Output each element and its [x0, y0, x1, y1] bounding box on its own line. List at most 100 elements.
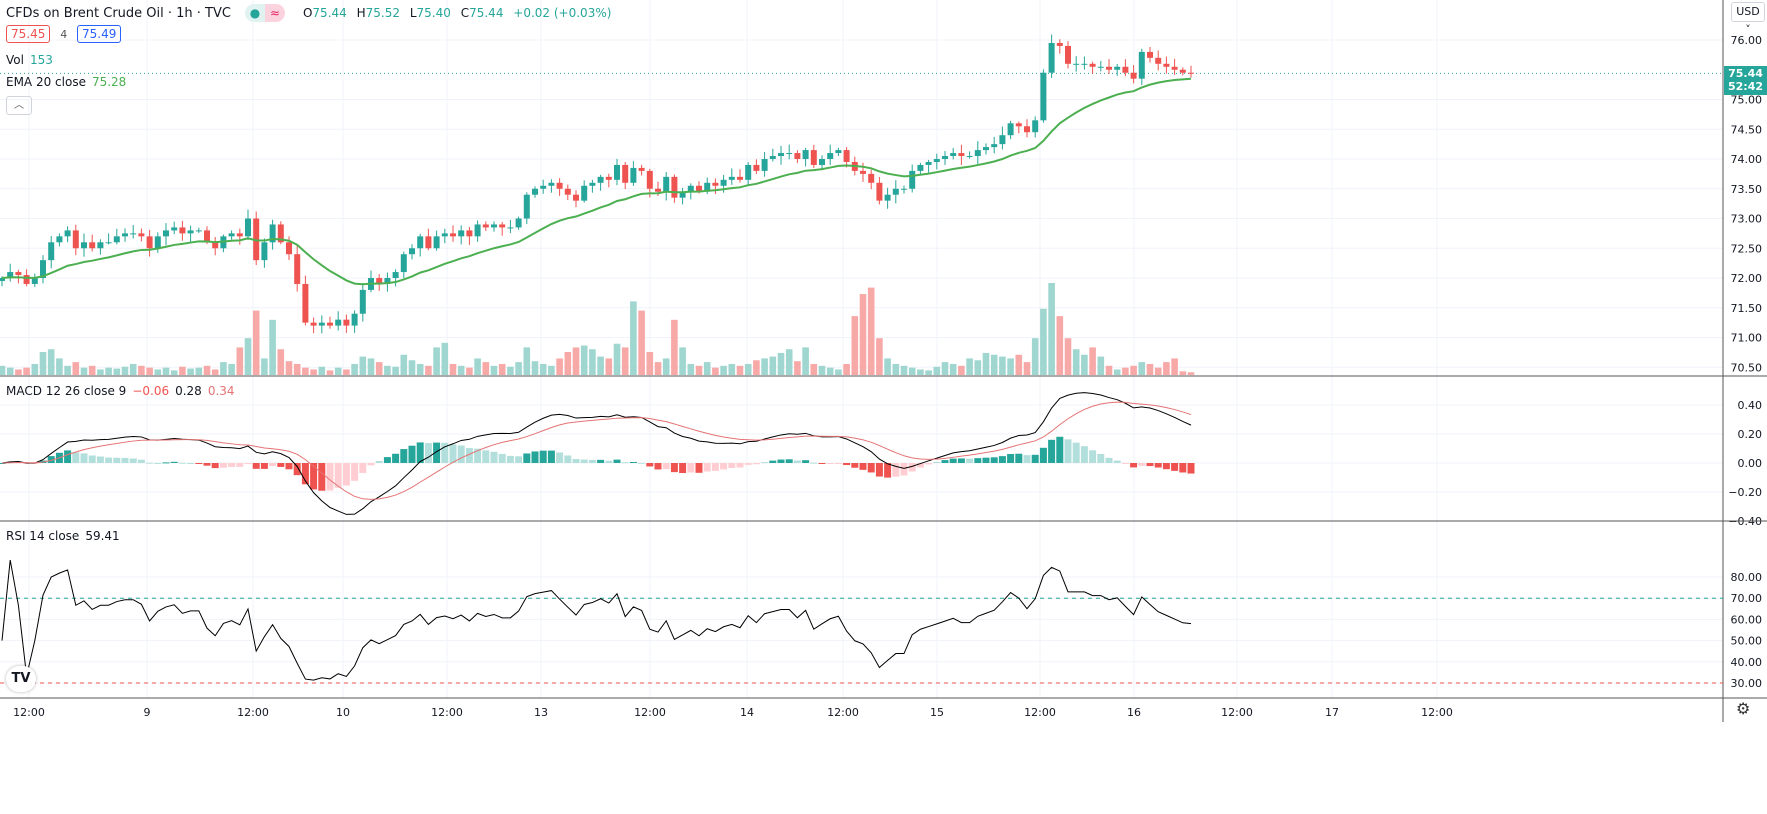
volume-bar — [597, 356, 604, 375]
volume-bar — [589, 349, 596, 375]
time-axis-label: 12:00 — [1221, 706, 1253, 719]
candle-body — [187, 230, 194, 234]
price-axis-label: 75.00 — [1731, 94, 1763, 107]
tradingview-logo-icon[interactable]: TV — [6, 666, 36, 692]
macd-histogram-bar — [875, 463, 883, 477]
market-open-dot-icon[interactable]: ● — [244, 4, 265, 22]
candle-body — [638, 167, 645, 171]
volume-bar — [392, 366, 399, 375]
ema-legend[interactable]: EMA 20 close 75.28 — [6, 75, 127, 89]
candle-body — [482, 224, 489, 228]
candle-body — [835, 150, 842, 154]
macd-histogram-bar — [433, 442, 441, 463]
macd-histogram-bar — [695, 463, 703, 473]
candle-body — [7, 272, 14, 278]
volume-bar — [1154, 367, 1162, 375]
collapse-legend-button[interactable]: ︿ — [6, 96, 32, 115]
candle-body — [655, 188, 661, 192]
volume-bar — [105, 367, 112, 375]
price-axis-label: 73.00 — [1731, 213, 1763, 226]
volume-bar — [925, 370, 932, 375]
macd-histogram-bar — [72, 452, 80, 463]
rsi-line — [1, 559, 1192, 681]
volume-bar — [966, 358, 973, 375]
macd-histogram-bar — [588, 459, 596, 463]
volume-bar — [1113, 369, 1121, 375]
macd-histogram-bar — [720, 463, 728, 470]
candle-body — [548, 182, 555, 186]
candle-body — [917, 164, 924, 171]
volume-bar — [736, 365, 744, 375]
price-axis-label: 72.50 — [1731, 242, 1763, 255]
time-axis-label: 13 — [534, 706, 548, 719]
macd-histogram-bar — [908, 463, 916, 472]
volume-bar — [794, 361, 801, 375]
macd-histogram-bar — [941, 460, 949, 463]
sell-price-button[interactable]: 75.45 — [6, 25, 51, 43]
macd-histogram-bar — [1105, 457, 1113, 463]
candle-body — [1048, 42, 1055, 73]
candle-body — [646, 170, 653, 189]
macd-histogram-bar — [351, 463, 359, 481]
volume-bar — [908, 367, 916, 375]
macd-histogram-bar — [1031, 454, 1039, 463]
volume-bar — [318, 366, 326, 375]
time-axis-label: 10 — [336, 706, 350, 719]
volume-bar — [203, 365, 211, 375]
candle-body — [1015, 123, 1022, 127]
volume-bar — [851, 316, 859, 375]
volume-bar — [859, 294, 867, 375]
currency-select[interactable]: USD ˅ — [1731, 2, 1765, 36]
macd-histogram-bar — [982, 457, 990, 463]
macd-histogram-bar — [211, 463, 219, 469]
price-axis-label: 72.00 — [1731, 272, 1763, 285]
candle-body — [819, 159, 825, 165]
candle-body — [450, 233, 456, 237]
volume-bar — [1163, 362, 1170, 375]
volume-bar — [974, 360, 982, 375]
macd-histogram-bar — [916, 463, 924, 468]
volume-bar — [367, 358, 375, 375]
candle-body — [720, 179, 727, 186]
status-pill[interactable]: ● ≈ — [244, 4, 285, 22]
volume-bar — [843, 363, 850, 375]
ohlc-values: O75.44 H75.52 L75.40 C75.44 +0.02 (+0.03… — [302, 6, 612, 20]
macd-histogram-bar — [187, 462, 195, 464]
volume-bar — [990, 354, 998, 375]
candle-body — [778, 153, 784, 157]
candle-body — [573, 194, 579, 201]
volume-bar — [671, 319, 678, 375]
macd-legend[interactable]: MACD 12 26 close 9 −0.06 0.28 0.34 — [6, 384, 235, 398]
volume-bar — [720, 365, 727, 375]
settings-gear-icon[interactable]: ⚙ — [1736, 699, 1751, 718]
candle-body — [696, 185, 702, 192]
volume-bar — [1064, 338, 1072, 375]
candle-body — [802, 150, 809, 159]
candle-body — [40, 260, 46, 278]
volume-bar — [802, 347, 809, 375]
candle-body — [950, 153, 957, 157]
volume-bar — [457, 365, 465, 375]
buy-price-button[interactable]: 75.49 — [77, 25, 122, 43]
macd-histogram-bar — [998, 456, 1006, 463]
candle-body — [1073, 63, 1080, 65]
volume-bar — [712, 367, 719, 375]
volume-bar — [211, 369, 219, 375]
volume-bar — [351, 363, 358, 375]
time-axis-label: 12:00 — [431, 706, 463, 719]
volume-legend[interactable]: Vol 153 — [6, 53, 53, 67]
macd-histogram-bar — [375, 460, 383, 463]
macd-histogram-bar — [441, 442, 449, 463]
macd-histogram-bar — [490, 451, 498, 463]
rsi-legend[interactable]: RSI 14 close 59.41 — [6, 529, 120, 543]
volume-bar — [343, 369, 350, 375]
volume-bar — [785, 349, 793, 375]
candle-body — [974, 150, 981, 157]
candle-body — [441, 233, 448, 237]
candle-body — [400, 254, 407, 273]
candle-body — [589, 182, 596, 186]
approx-data-icon[interactable]: ≈ — [264, 4, 285, 22]
symbol-title[interactable]: CFDs on Brent Crude Oil · 1h · TVC — [6, 5, 231, 21]
macd-histogram-bar — [1187, 463, 1195, 474]
